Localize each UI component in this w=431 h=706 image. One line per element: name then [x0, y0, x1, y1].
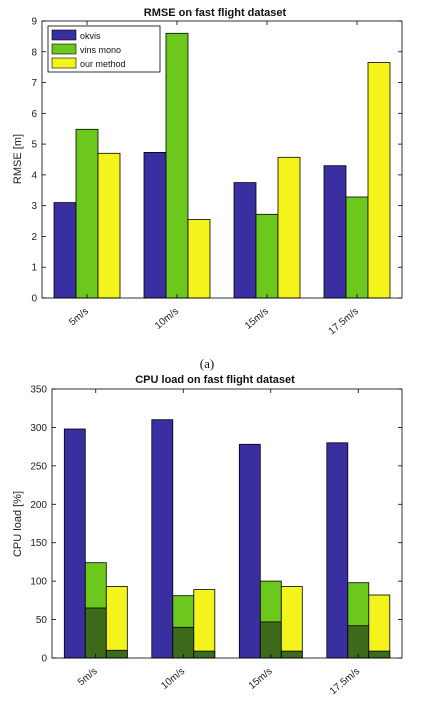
cpu-chart-title: CPU load on fast flight dataset	[135, 374, 295, 386]
cpu-bar	[151, 419, 174, 659]
rmse-bar	[75, 128, 99, 299]
rmse-chart: RMSE on fast flight dataset RMSE [m] 0 1 2…	[12, 7, 403, 337]
rmse-y-tick-label: 2	[31, 232, 37, 243]
cpu-y-tick-label: 350	[30, 385, 47, 396]
cpu-bar	[63, 428, 86, 659]
rmse-y-tick-label: 3	[31, 201, 37, 212]
cpu-bar-inner	[347, 625, 370, 659]
rmse-y-tick-label: 4	[31, 170, 37, 181]
cpu-bar-inner	[172, 626, 195, 659]
cpu-chart: CPU load on fast flight dataset CPU load…	[12, 374, 403, 697]
cpu-bar-inner	[368, 650, 391, 659]
rmse-bar	[277, 156, 301, 299]
legend-entry-label: vins mono	[80, 45, 121, 55]
rmse-y-tick-label: 5	[31, 140, 37, 151]
rmse-x-tick-label: 15m/s	[243, 306, 271, 332]
cpu-bar-inner	[105, 649, 128, 659]
legend-entry-label: our method	[80, 59, 126, 69]
rmse-y-tick-label: 7	[31, 78, 37, 89]
cpu-x-tick-label: 5m/s	[76, 666, 100, 688]
cpu-y-tick-label: 50	[36, 615, 48, 626]
rmse-axes-frame	[41, 20, 403, 299]
cpu-y-tick-label: 100	[30, 577, 47, 588]
rmse-y-axis-label: RMSE [m]	[12, 134, 24, 184]
rmse-bar	[143, 151, 167, 299]
rmse-bar	[367, 62, 391, 299]
rmse-y-tick-label: 8	[31, 47, 37, 58]
legend-swatch	[51, 29, 77, 41]
rmse-chart-title: RMSE on fast flight dataset	[144, 7, 287, 19]
legend-swatch	[51, 57, 77, 69]
cpu-y-tick-label: 150	[30, 538, 47, 549]
rmse-x-tick-label: 5m/s	[67, 306, 91, 328]
rmse-y-tick-label: 9	[31, 17, 37, 28]
rmse-bar	[233, 182, 257, 299]
legend-swatch	[51, 43, 77, 55]
rmse-bar	[345, 196, 369, 299]
cpu-y-tick-label: 250	[30, 461, 47, 472]
cpu-x-tick-label: 17.5m/s	[328, 666, 362, 697]
cpu-bar-inner	[193, 650, 216, 659]
rmse-bar	[187, 219, 211, 299]
cpu-x-tick-label: 10m/s	[159, 666, 187, 692]
cpu-bar	[238, 443, 261, 659]
rmse-x-tick-label: 17.5m/s	[327, 306, 361, 337]
cpu-y-tick-label: 200	[30, 500, 47, 511]
rmse-bar	[53, 202, 77, 299]
cpu-axes-frame	[51, 388, 403, 659]
rmse-bar	[165, 32, 189, 299]
cpu-bar	[326, 442, 349, 659]
rmse-y-tick-label: 6	[31, 109, 37, 120]
cpu-bar	[105, 586, 128, 659]
cpu-bar-inner	[259, 621, 282, 659]
cpu-x-tick-label: 15m/s	[247, 666, 275, 692]
cpu-bar	[280, 586, 303, 659]
cpu-bar-inner	[84, 607, 107, 659]
cpu-y-axis-label: CPU load [%]	[12, 491, 24, 557]
rmse-bar	[97, 152, 121, 299]
rmse-bar	[255, 213, 279, 299]
cpu-bar	[368, 594, 391, 659]
legend-entry-label: okvis	[80, 31, 101, 41]
cpu-y-tick-label: 300	[30, 423, 47, 434]
subfigure-caption: (a)	[200, 356, 214, 371]
cpu-bar-inner	[280, 650, 303, 659]
cpu-y-tick-label: 0	[41, 654, 47, 665]
rmse-x-tick-label: 10m/s	[153, 306, 181, 332]
rmse-bar	[323, 165, 347, 299]
cpu-bar	[193, 589, 216, 659]
rmse-y-tick-label: 0	[31, 294, 37, 305]
rmse-y-tick-label: 1	[31, 263, 37, 274]
